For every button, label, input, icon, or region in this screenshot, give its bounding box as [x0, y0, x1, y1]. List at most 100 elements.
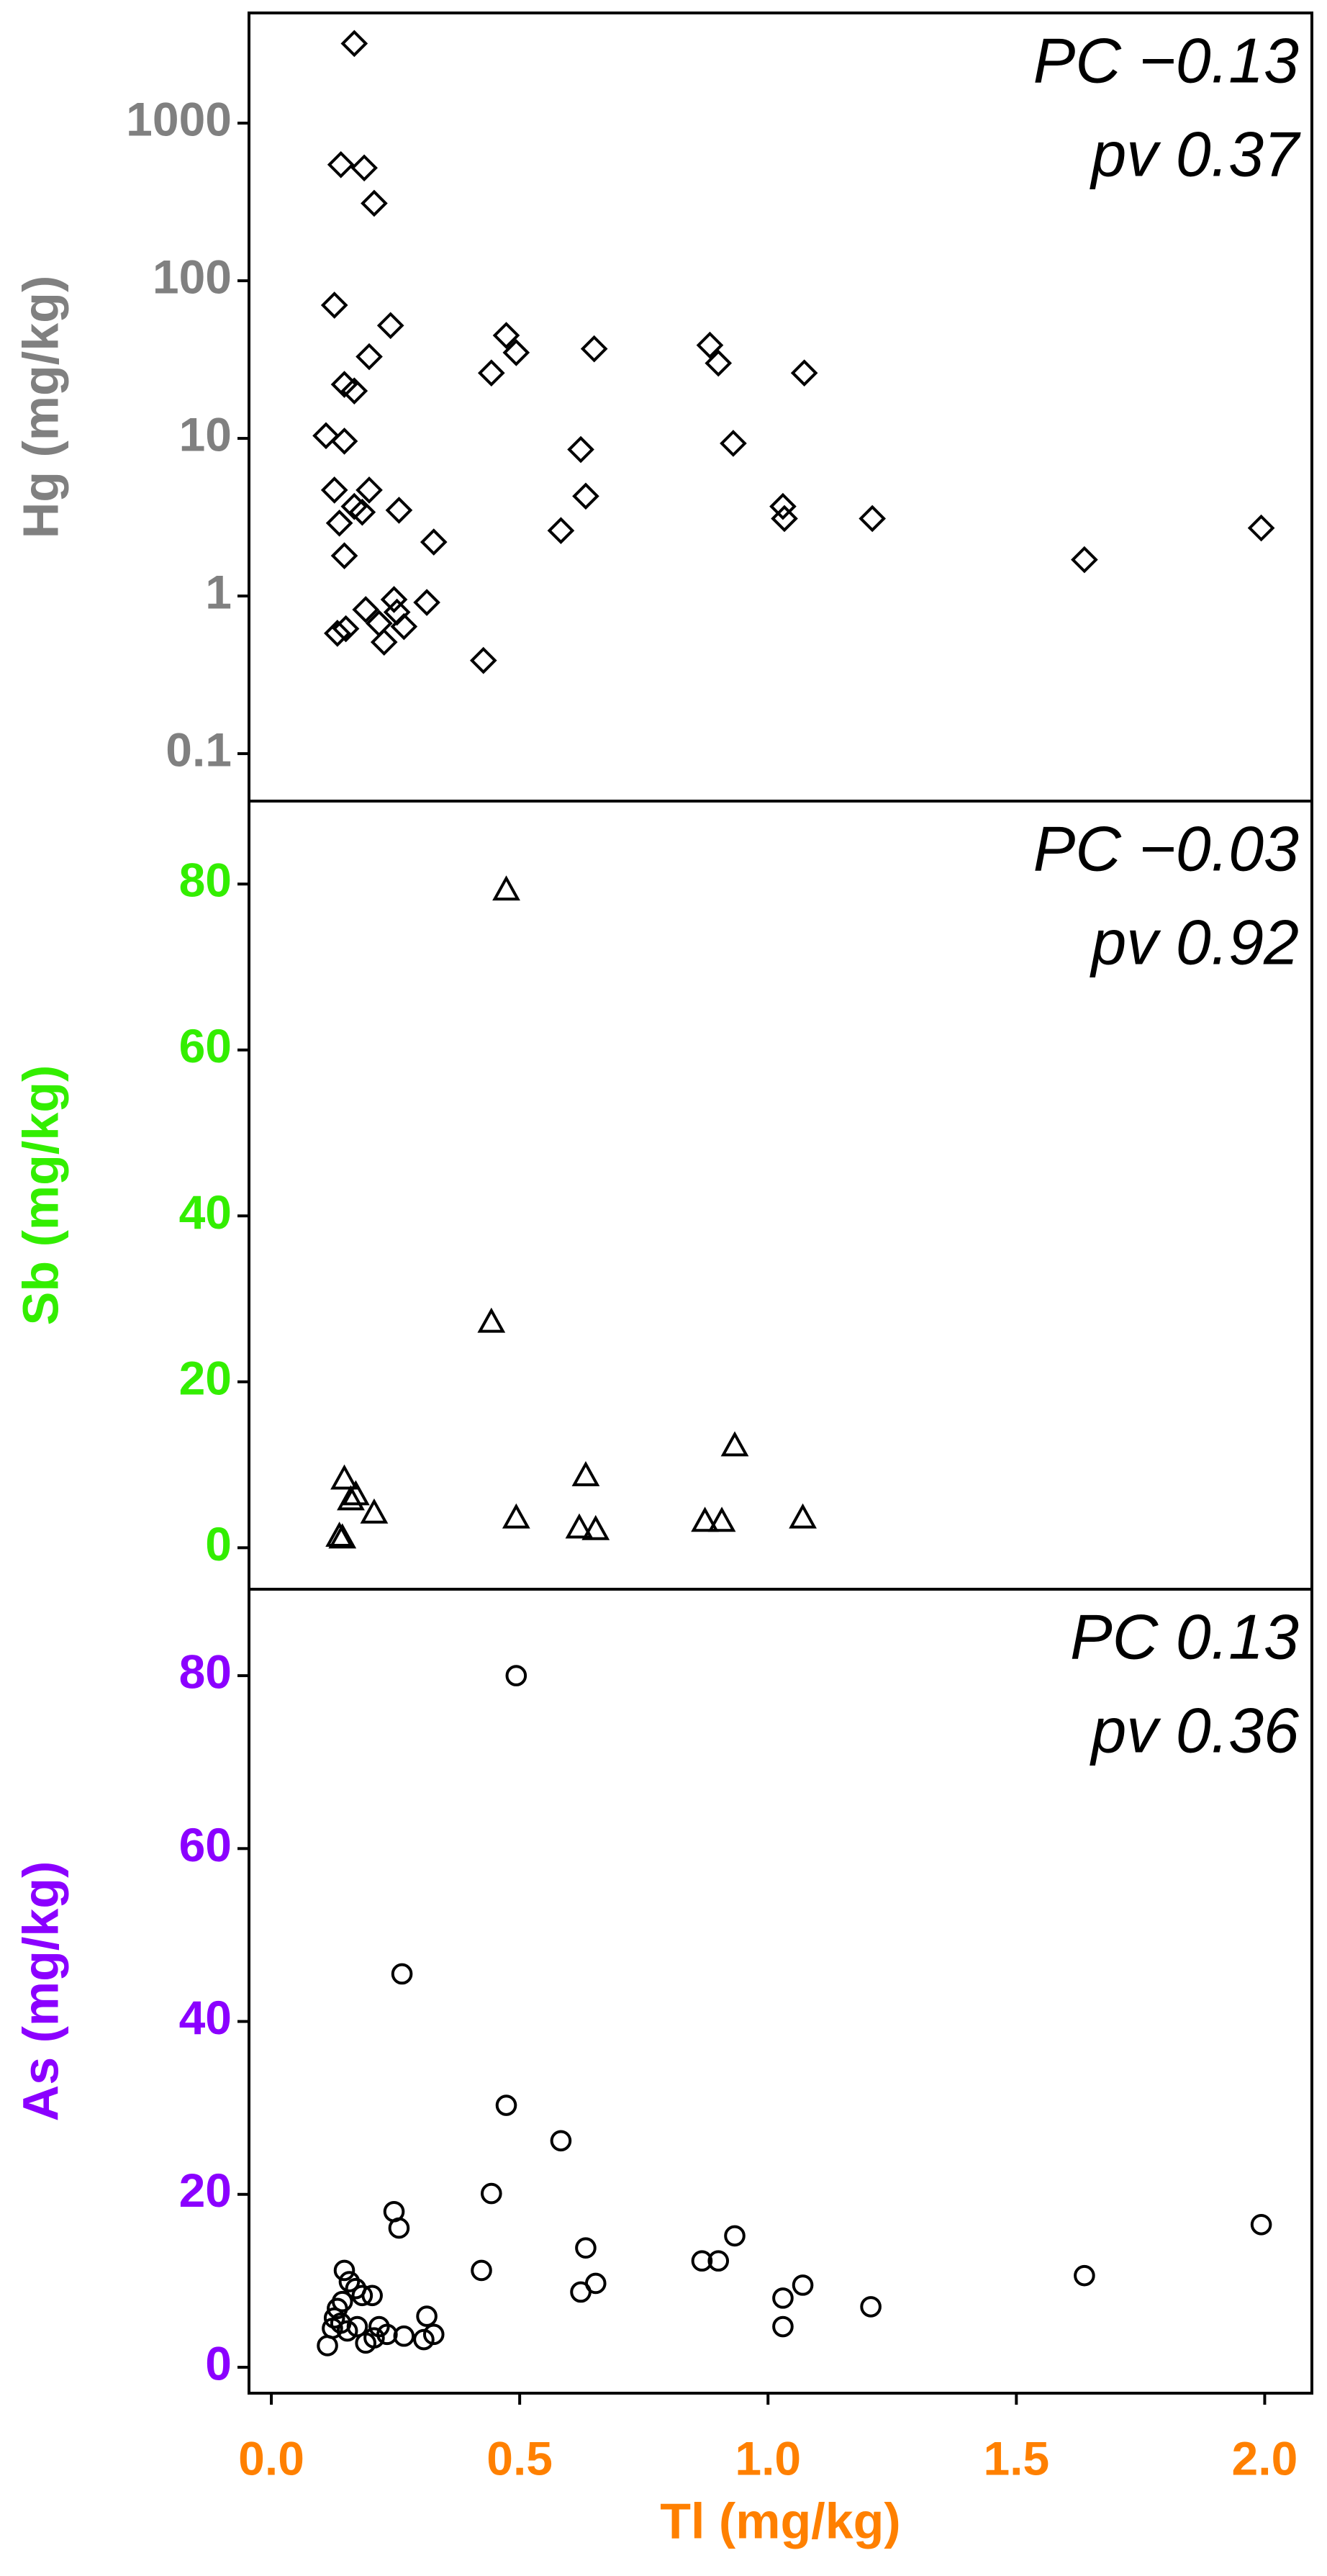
- scatter-point: [391, 1963, 413, 1985]
- y-tick-label: 80: [179, 1645, 232, 1699]
- scatter-point: [361, 2284, 383, 2307]
- scatter-point: [348, 498, 376, 526]
- scatter-point: [350, 154, 378, 182]
- scatter-point: [385, 497, 413, 524]
- scatter-point: [1071, 546, 1098, 574]
- annotation: PC −0.13: [1033, 24, 1299, 96]
- scatter-point: [1250, 2213, 1272, 2236]
- scatter-point: [416, 2305, 438, 2327]
- scatter-point: [705, 349, 733, 377]
- scatter-point: [471, 2259, 492, 2282]
- scatter-point: [370, 628, 398, 656]
- y-tick-label: 60: [179, 1818, 232, 1871]
- scatter-point: [477, 359, 505, 387]
- scatter-point: [413, 2328, 435, 2351]
- scatter-point: [323, 2307, 345, 2329]
- scatter-point: [547, 517, 575, 545]
- scatter-point: [337, 1485, 365, 1511]
- x-tick-label: 0.5: [486, 2431, 553, 2485]
- scatter-point: [351, 2284, 373, 2307]
- scatter-point: [771, 505, 798, 533]
- scatter-point: [580, 335, 608, 363]
- annotation: pv 0.36: [1089, 1694, 1299, 1766]
- annotation: pv 0.37: [1089, 118, 1301, 189]
- scatter-point: [330, 2312, 352, 2334]
- scatter-point: [792, 2274, 814, 2296]
- y-tick-label: 1000: [126, 93, 232, 146]
- scatter-point: [413, 589, 440, 616]
- scatter-point: [492, 875, 520, 901]
- scatter-point: [567, 435, 594, 464]
- x-tick-label: 1.0: [735, 2431, 801, 2485]
- scatter-point: [581, 1514, 610, 1540]
- y-tick-label: 20: [179, 1351, 232, 1404]
- x-tick-label: 0.0: [238, 2431, 304, 2485]
- scatter-point: [707, 1506, 736, 1532]
- scatter-point: [420, 528, 448, 556]
- annotation: pv 0.92: [1089, 906, 1299, 977]
- scatter-point: [355, 476, 383, 504]
- scatter-point: [860, 2296, 882, 2318]
- scatter-point: [328, 1523, 357, 1549]
- scatter-point: [320, 292, 348, 319]
- scatter-point: [707, 2250, 730, 2272]
- scatter-point: [1247, 514, 1275, 542]
- scatter-point: [361, 189, 388, 217]
- scatter-point: [1074, 2264, 1095, 2287]
- scatter-point: [859, 505, 887, 533]
- y-tick-label: 0: [205, 1517, 232, 1571]
- scatter-point: [724, 2225, 746, 2247]
- y-tick-label: 10: [179, 408, 232, 461]
- scatter-point: [772, 2287, 794, 2309]
- scatter-point: [325, 509, 353, 537]
- scatter-point: [312, 422, 340, 450]
- y-axis-label: Hg (mg/kg): [12, 276, 68, 539]
- scatter-point: [481, 2182, 502, 2205]
- scatter-point: [769, 492, 797, 520]
- scatter-point: [571, 1460, 600, 1486]
- x-tick-label: 1.5: [983, 2431, 1049, 2485]
- y-axis-label: As (mg/kg): [12, 1861, 68, 2122]
- scatter-point: [332, 615, 360, 643]
- y-tick-label: 60: [179, 1019, 232, 1072]
- scatter-point: [325, 1522, 354, 1547]
- scatter-point: [492, 322, 520, 349]
- scatter-point: [355, 343, 383, 371]
- y-tick-label: 1: [205, 566, 232, 619]
- scatter-point: [331, 2290, 353, 2313]
- y-tick-label: 0: [205, 2336, 232, 2390]
- scatter-point: [720, 430, 747, 457]
- y-tick-label: 80: [179, 854, 232, 907]
- y-tick-label: 20: [179, 2164, 232, 2217]
- scatter-point: [789, 1503, 817, 1529]
- scatter-point: [330, 542, 358, 569]
- y-axis-label: Sb (mg/kg): [12, 1065, 68, 1326]
- scatter-point: [341, 1480, 370, 1506]
- y-tick-label: 0.1: [166, 723, 232, 777]
- scatter-point: [376, 312, 404, 340]
- scatter-point: [317, 2335, 338, 2356]
- scatter-point: [691, 1506, 719, 1532]
- annotation: PC −0.03: [1033, 813, 1299, 884]
- scatter-point: [422, 2323, 445, 2346]
- scatter-point: [393, 2325, 415, 2347]
- scatter-point: [691, 2250, 713, 2272]
- scatter-point: [502, 339, 530, 366]
- annotation: PC 0.13: [1070, 1601, 1299, 1672]
- scatter-point: [340, 377, 368, 405]
- scatter-point: [330, 428, 358, 455]
- scatter-point: [584, 2272, 607, 2295]
- scatter-point: [338, 2271, 361, 2292]
- scatter-point: [388, 2217, 410, 2239]
- scatter-point: [495, 2094, 517, 2116]
- scatter-point: [360, 1498, 389, 1524]
- scatter-point: [340, 30, 368, 58]
- scatter-point: [324, 620, 351, 647]
- scatter-point: [327, 150, 355, 178]
- scatter-point: [572, 482, 599, 510]
- scatter-point: [790, 359, 818, 387]
- y-tick-label: 40: [179, 1185, 232, 1239]
- scatter-point: [502, 1503, 530, 1529]
- scatter-point: [320, 476, 348, 504]
